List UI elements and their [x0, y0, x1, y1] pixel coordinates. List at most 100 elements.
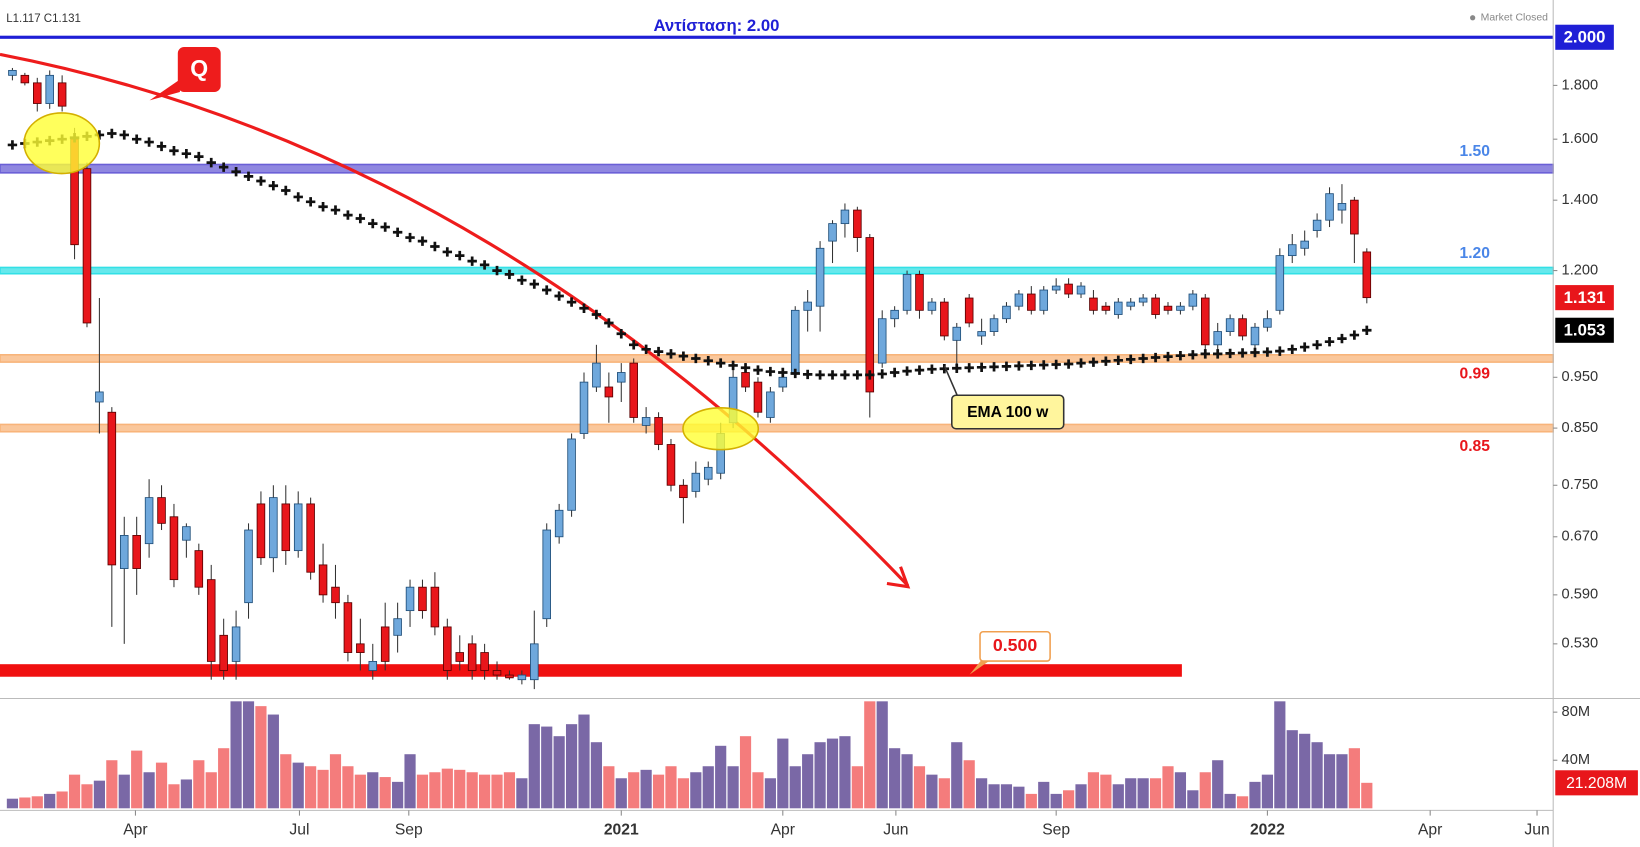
q-box: [177, 47, 221, 93]
x-tick-label: Apr: [123, 821, 147, 838]
level-band: [0, 423, 1554, 433]
ema-point: [1150, 352, 1161, 363]
ema-point: [206, 157, 216, 168]
volume-bar: [317, 769, 329, 809]
x-tick-label: Jun: [1524, 821, 1549, 838]
ema-point: [268, 181, 279, 191]
volume-bar: [479, 774, 491, 809]
ema-point: [504, 269, 515, 280]
volume-bar: [1162, 766, 1174, 809]
candle-body: [231, 626, 241, 662]
candle-body: [505, 674, 514, 679]
volume-bar: [615, 778, 627, 809]
ema-point: [380, 222, 390, 232]
ema-point: [703, 356, 713, 366]
candle-body: [1225, 318, 1235, 332]
candle-body: [1350, 199, 1359, 235]
candle-body: [542, 529, 551, 620]
volume-bar: [789, 766, 801, 809]
candle-body: [1238, 318, 1247, 337]
ema-point: [1188, 350, 1198, 360]
volume-bar: [441, 768, 453, 809]
ema-point: [1138, 353, 1148, 364]
candle-body: [293, 503, 303, 552]
candle-body: [1325, 193, 1334, 221]
volume-bar: [528, 724, 540, 809]
candle-body: [567, 438, 576, 511]
candle-body: [119, 535, 129, 569]
candle-body: [853, 209, 862, 238]
volume-bar: [1125, 778, 1137, 809]
volume-bar: [329, 754, 342, 809]
volume-bar: [354, 774, 366, 809]
ema-point: [243, 171, 254, 182]
volume-bar: [503, 772, 516, 809]
candle-body: [1312, 219, 1322, 231]
volume-bar: [342, 766, 354, 809]
ema-point: [1175, 350, 1186, 361]
candle-body: [890, 309, 899, 320]
volume-bar: [218, 748, 230, 809]
volume-bar: [454, 769, 466, 809]
x-tick-label: Sep: [1042, 821, 1070, 838]
level-label: 1.50: [1459, 143, 1490, 160]
candle-body: [182, 526, 191, 541]
ema-point: [877, 369, 887, 379]
ema-point: [1262, 347, 1273, 357]
ema-point: [305, 197, 316, 207]
arrow-head: [886, 566, 911, 589]
candle-body: [393, 618, 402, 636]
candle-body: [828, 223, 837, 242]
level-line: [0, 35, 1554, 39]
candle-body: [144, 497, 154, 545]
ema-point: [1275, 346, 1285, 356]
ema-point: [218, 162, 229, 172]
ema-point: [467, 256, 477, 266]
volume-bar: [205, 772, 217, 809]
y-tick-label: 1.200: [1562, 262, 1599, 278]
candle-body: [641, 417, 651, 426]
ema-point: [256, 176, 266, 186]
volume-bar: [81, 784, 93, 809]
candle-body: [592, 362, 601, 388]
ema-point: [778, 367, 788, 378]
ema-point: [715, 358, 726, 368]
level-band: [0, 354, 1554, 363]
candle-body: [1151, 297, 1160, 315]
x-tick-label: Apr: [771, 821, 795, 838]
trend-arc: [0, 52, 909, 587]
candle-body: [1250, 326, 1260, 346]
volume-bar: [677, 778, 689, 809]
volume-bar: [739, 736, 752, 809]
candle-body: [1337, 203, 1347, 211]
q-label: Q: [190, 55, 208, 81]
candle-body: [766, 391, 775, 418]
candle-body: [902, 273, 912, 311]
candle-body: [1188, 293, 1198, 307]
volume-bar: [1361, 782, 1373, 809]
ema-point: [1237, 348, 1248, 358]
ema-point: [604, 318, 614, 328]
ema-point: [989, 362, 999, 372]
volume-bar: [951, 742, 963, 809]
candle-body: [20, 74, 30, 84]
volume-bar: [640, 769, 652, 809]
candle-body: [1027, 293, 1036, 311]
volume-bar: [1075, 784, 1087, 809]
price-tag-label: 2.000: [1564, 28, 1606, 47]
candle-body: [1362, 251, 1372, 299]
ema-point: [616, 329, 626, 339]
price-tag: [1555, 24, 1614, 50]
volume-bar: [106, 760, 118, 809]
ema-point: [852, 370, 863, 380]
ema-point: [827, 370, 838, 380]
ema-point: [1076, 358, 1086, 368]
ema-point: [318, 202, 328, 212]
x-tick-label: Apr: [1418, 821, 1442, 838]
volume-bar: [131, 750, 143, 809]
candle-body: [455, 652, 465, 662]
volume-bar: [1025, 793, 1037, 809]
candle-body: [219, 634, 228, 671]
